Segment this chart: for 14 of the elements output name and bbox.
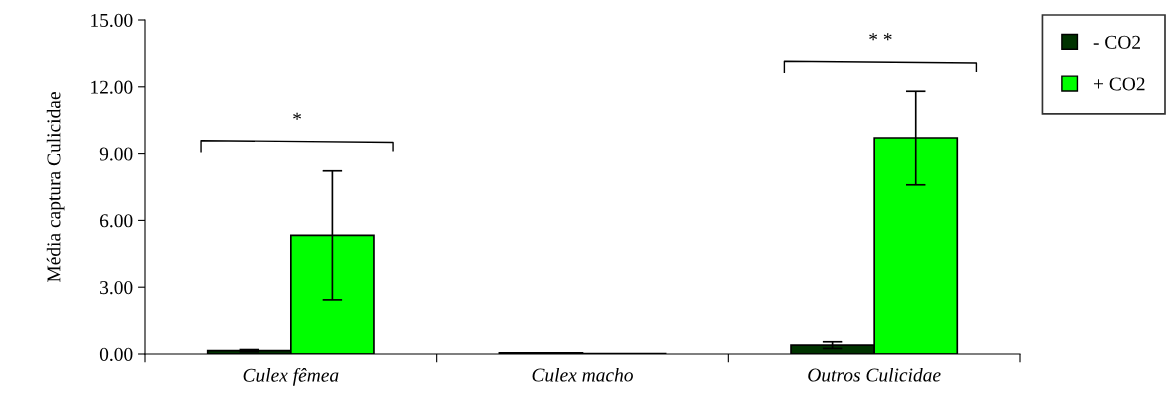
y-tick-label: 12.00 bbox=[91, 80, 133, 94]
y-tick-label: 3.00 bbox=[100, 281, 133, 295]
y-axis-title: Média captura Culicidae bbox=[46, 92, 65, 283]
x-tick-label: Outros Culicidae bbox=[808, 367, 941, 382]
y-tick-label: 9.00 bbox=[99, 147, 133, 161]
legend-label: + CO2 bbox=[1093, 77, 1145, 91]
x-tick-label: Culex fêmea bbox=[243, 367, 339, 386]
y-tick-label: 15.00 bbox=[91, 13, 133, 28]
annotation: * * bbox=[869, 33, 892, 41]
annotation: * bbox=[293, 112, 301, 120]
legend-label: - CO2 bbox=[1093, 35, 1140, 49]
y-tick-label: 0.00 bbox=[99, 347, 133, 362]
x-tick-label: Culex macho bbox=[532, 367, 633, 382]
y-tick-label: 6.00 bbox=[100, 214, 133, 228]
